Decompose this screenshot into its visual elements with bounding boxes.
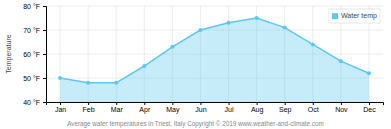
y-tick: 50 °F <box>23 75 46 82</box>
x-axis: Jan Feb Mar Apr May Jun Jul Aug Sep Oct Nov Dec <box>47 102 384 114</box>
tick-label: 80 °F <box>23 3 40 10</box>
tick-mark <box>144 102 145 105</box>
tick-label: Sep <box>279 106 292 114</box>
chart: Jan Feb Mar Apr May Jun Jul Aug Sep Oct Nov Dec 40 °… <box>0 0 391 129</box>
tick-label: Jul <box>225 106 234 113</box>
legend-label: Water temp <box>341 12 377 20</box>
tick-mark <box>60 102 61 105</box>
y-axis: 40 °F 50 °F 60 °F 70 °F 80 °F <box>23 3 46 106</box>
x-tick: May <box>166 102 180 114</box>
tick-label: Dec <box>363 106 376 113</box>
axis-line <box>47 103 384 106</box>
tick-label: Nov <box>335 106 348 113</box>
tick-mark <box>116 102 117 105</box>
marker <box>227 21 231 25</box>
x-tick: Mar <box>111 102 124 113</box>
tick-mark <box>88 102 89 105</box>
tick-mark <box>369 102 370 105</box>
marker <box>142 64 146 68</box>
tick-label: May <box>166 106 180 114</box>
axis-line <box>43 7 47 103</box>
x-tick: Dec <box>363 102 376 113</box>
tick-mark <box>200 102 201 105</box>
marker <box>283 26 287 30</box>
grid <box>46 6 383 102</box>
tick-label: 50 °F <box>23 75 40 82</box>
x-tick: Aug <box>251 102 264 114</box>
marker <box>198 28 202 32</box>
x-tick: Jul <box>225 102 234 113</box>
x-tick: Nov <box>335 102 348 113</box>
tick-mark <box>285 102 286 105</box>
area <box>60 18 369 102</box>
tick-label: Jun <box>195 106 206 113</box>
marker <box>86 81 90 85</box>
tick-label: Apr <box>139 106 151 114</box>
legend-frame <box>329 9 380 23</box>
marker <box>367 71 371 75</box>
marker <box>311 42 315 46</box>
tick-label: Jan <box>55 106 66 113</box>
x-tick: Oct <box>308 102 319 113</box>
plot: Jan Feb Mar Apr May Jun Jul Aug Sep Oct Nov Dec 40 °… <box>23 3 383 114</box>
tick-label: Mar <box>111 106 124 113</box>
marks <box>58 16 371 102</box>
legend: Water temp <box>329 9 380 23</box>
tick-mark <box>229 102 230 105</box>
marker <box>170 45 174 49</box>
y-tick: 40 °F <box>23 99 46 106</box>
tick-label: Aug <box>251 106 264 114</box>
grid-line <box>46 6 383 7</box>
y-axis-title: Temperature <box>5 34 13 73</box>
tick-mark <box>43 102 46 103</box>
tick-mark <box>43 54 46 55</box>
tick-label: 70 °F <box>23 27 40 34</box>
x-tick: Sep <box>279 102 292 114</box>
marker <box>58 76 62 80</box>
y-tick: 80 °F <box>23 3 46 10</box>
tick-label: Feb <box>83 106 95 113</box>
tick-mark <box>313 102 314 105</box>
marker <box>114 81 118 85</box>
legend-swatch <box>332 13 338 19</box>
tick-label: Oct <box>308 106 319 113</box>
legend-item: Water temp <box>332 12 377 20</box>
tick-mark <box>341 102 342 105</box>
marker <box>339 59 343 63</box>
tick-mark <box>257 102 258 105</box>
marker <box>255 16 259 20</box>
x-tick: Jan <box>55 102 66 113</box>
y-tick: 70 °F <box>23 27 46 34</box>
x-tick: Apr <box>139 102 151 114</box>
line <box>60 18 369 83</box>
y-tick: 60 °F <box>23 51 46 58</box>
x-tick: Jun <box>195 102 206 113</box>
tick-label: 60 °F <box>23 51 40 58</box>
tick-label: 40 °F <box>23 99 40 106</box>
tick-mark <box>172 102 173 105</box>
x-tick: Feb <box>83 102 95 113</box>
tick-mark <box>43 30 46 31</box>
tick-mark <box>43 6 46 7</box>
tick-mark <box>43 78 46 79</box>
caption: Average water temperatures in Triest, It… <box>67 120 324 128</box>
